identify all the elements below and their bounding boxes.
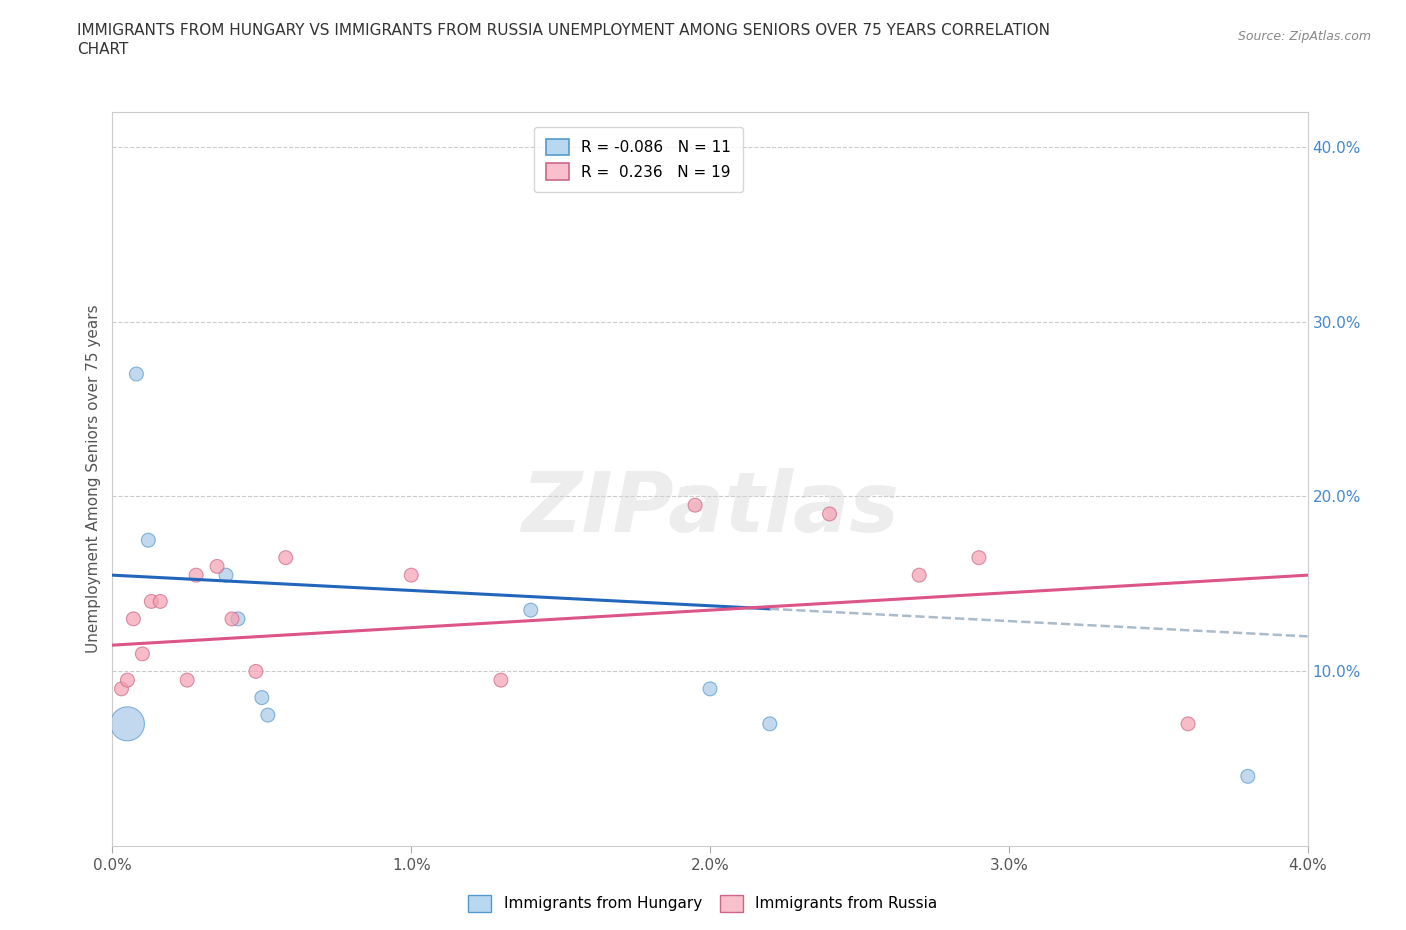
- Point: [226, 611, 249, 626]
- Point: [1237, 769, 1260, 784]
- Point: [141, 594, 163, 609]
- Point: [683, 498, 706, 512]
- Point: [122, 611, 145, 626]
- Point: [131, 646, 153, 661]
- Point: [759, 716, 782, 731]
- Text: IMMIGRANTS FROM HUNGARY VS IMMIGRANTS FROM RUSSIA UNEMPLOYMENT AMONG SENIORS OVE: IMMIGRANTS FROM HUNGARY VS IMMIGRANTS FR…: [77, 23, 1050, 38]
- Text: CHART: CHART: [77, 42, 129, 57]
- Point: [257, 708, 280, 723]
- Point: [489, 672, 512, 687]
- Point: [205, 559, 228, 574]
- Point: [245, 664, 267, 679]
- Point: [215, 567, 238, 582]
- Point: [186, 567, 208, 582]
- Point: [221, 611, 243, 626]
- Point: [967, 551, 990, 565]
- Point: [818, 507, 841, 522]
- Point: [117, 672, 139, 687]
- Point: [401, 567, 423, 582]
- Point: [250, 690, 273, 705]
- Legend: Immigrants from Hungary, Immigrants from Russia: Immigrants from Hungary, Immigrants from…: [463, 889, 943, 918]
- Point: [149, 594, 172, 609]
- Text: Source: ZipAtlas.com: Source: ZipAtlas.com: [1237, 30, 1371, 43]
- Text: ZIPatlas: ZIPatlas: [522, 468, 898, 549]
- Point: [176, 672, 198, 687]
- Legend: R = -0.086   N = 11, R =  0.236   N = 19: R = -0.086 N = 11, R = 0.236 N = 19: [534, 126, 742, 192]
- Point: [699, 682, 721, 697]
- Point: [1177, 716, 1199, 731]
- Point: [908, 567, 931, 582]
- Point: [520, 603, 543, 618]
- Point: [125, 366, 148, 381]
- Point: [138, 533, 160, 548]
- Point: [274, 551, 297, 565]
- Y-axis label: Unemployment Among Seniors over 75 years: Unemployment Among Seniors over 75 years: [86, 305, 101, 653]
- Point: [117, 716, 139, 731]
- Point: [110, 682, 132, 697]
